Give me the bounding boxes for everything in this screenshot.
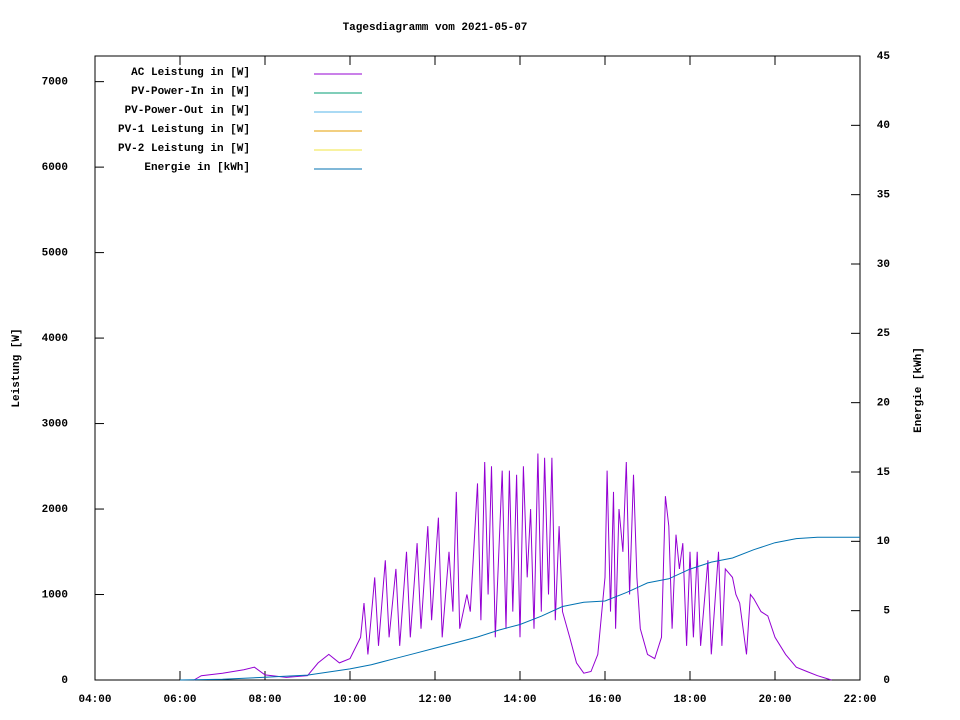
x-tick-label: 10:00 (333, 694, 366, 706)
y2-tick-label: 20 (877, 398, 890, 410)
x-tick-label: 16:00 (588, 694, 621, 706)
series-line (193, 453, 832, 681)
y2-tick-label: 5 (883, 606, 890, 618)
legend-label: Energie in [kWh] (144, 162, 250, 174)
x-tick-label: 18:00 (673, 694, 706, 706)
y-tick-label: 3000 (42, 418, 68, 430)
y-tick-label: 1000 (42, 589, 68, 601)
x-tick-label: 06:00 (163, 694, 196, 706)
y2-tick-label: 25 (877, 328, 891, 340)
y2-axis-label: Energie [kWh] (913, 347, 925, 433)
y2-tick-label: 45 (877, 51, 891, 63)
x-tick-label: 12:00 (418, 694, 451, 706)
y-tick-label: 4000 (42, 333, 68, 345)
legend-label: PV-1 Leistung in [W] (118, 124, 250, 136)
y2-tick-label: 40 (877, 120, 890, 132)
legend-label: AC Leistung in [W] (131, 67, 250, 79)
x-tick-label: 04:00 (78, 694, 111, 706)
y2-tick-label: 10 (877, 536, 890, 548)
legend-label: PV-Power-Out in [W] (125, 105, 250, 117)
y-tick-label: 0 (61, 675, 68, 687)
x-tick-label: 08:00 (248, 694, 281, 706)
y-tick-label: 6000 (42, 162, 68, 174)
y-axis-label: Leistung [W] (11, 328, 23, 407)
plot-frame (94, 55, 861, 681)
x-tick-label: 22:00 (843, 694, 876, 706)
x-tick-label: 14:00 (503, 694, 536, 706)
y-tick-label: 7000 (42, 77, 68, 89)
series-line (179, 536, 860, 681)
chart-title: Tagesdiagramm vom 2021-05-07 (343, 22, 528, 34)
y2-tick-label: 30 (877, 259, 890, 271)
legend-label: PV-Power-In in [W] (131, 86, 250, 98)
y2-tick-label: 0 (883, 675, 890, 687)
y-tick-label: 2000 (42, 504, 68, 516)
y-tick-label: 5000 (42, 248, 68, 260)
y2-tick-label: 15 (877, 467, 891, 479)
legend-label: PV-2 Leistung in [W] (118, 143, 250, 155)
y2-tick-label: 35 (877, 190, 891, 202)
x-tick-label: 20:00 (758, 694, 791, 706)
